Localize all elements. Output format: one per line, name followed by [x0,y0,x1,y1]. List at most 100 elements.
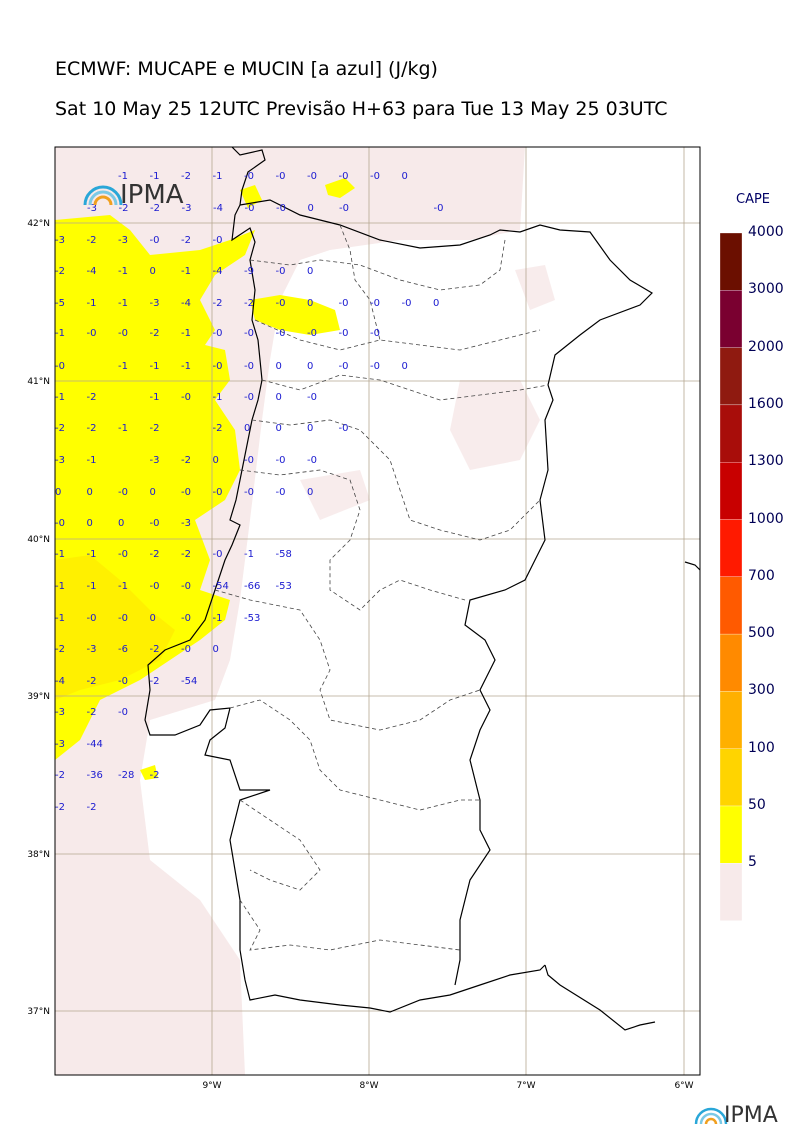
latitude-label: 38°N [27,850,50,860]
mucin-value: -2 [244,298,254,309]
mucin-value: 0 [244,423,250,434]
ipma-logo: IPMA [83,180,184,210]
mucin-value: -2 [181,171,191,182]
latitude-label: 42°N [27,219,50,229]
mucin-value: -0 [150,518,160,529]
mucin-value: -0 [434,203,444,214]
colorbar-tick-label: 1000 [748,510,784,527]
mucin-value: -0 [307,455,317,466]
colorbar-swatch [719,404,743,463]
mucin-value: -4 [87,266,97,277]
mucin-value: -2 [181,235,191,246]
mucin-value: -0 [118,549,128,560]
mucin-value: -1 [181,361,191,372]
longitude-labels: 9°W 8°W 7°W 6°W [202,1081,693,1091]
colorbar-tick-label: 4000 [748,224,784,240]
mucin-value: -0 [244,455,254,466]
mucin-value: -0 [276,171,286,182]
mucin-value: -1 [150,392,160,403]
mucin-value: -53 [276,581,292,592]
mucin-value: -54 [213,581,229,592]
mucin-value: -0 [213,361,223,372]
mucin-value: -2 [150,676,160,687]
district-boundaries [214,224,549,951]
mucin-value: -0 [339,423,349,434]
colorbar-swatch [719,347,743,406]
mucin-value: -2 [87,707,97,718]
mucin-value: -3 [181,518,191,529]
mucin-value: -1 [55,549,65,560]
mucin-value: -6 [118,644,128,655]
mucin-value: -2 [55,802,65,813]
mucin-value: -3 [55,739,65,750]
mucin-value: 0 [308,203,314,214]
mucin-value: 0 [276,392,282,403]
mucin-value: -2 [213,423,223,434]
ipma-logo-text: IPMA [120,180,184,210]
mucin-value: -1 [181,266,191,277]
mucin-value: -2 [87,802,97,813]
colorbar-swatch [719,290,743,348]
graticule [55,147,700,1075]
mucin-value: -0 [370,171,380,182]
mucin-value: -9 [244,266,254,277]
ipma-footer-text: IPMA [724,1103,778,1128]
mucin-value: 0 [150,613,156,624]
mucin-value: -4 [181,298,191,309]
mucin-value: -1 [55,392,65,403]
latitude-labels: 42°N 41°N 40°N 39°N 38°N 37°N [27,219,50,1017]
colorbar-swatch [719,232,743,291]
mucin-value: -1 [118,266,128,277]
mucin-value: -4 [55,676,65,687]
mucin-value: -2 [181,549,191,560]
latitude-label: 41°N [27,377,50,387]
mucin-value: 0 [87,518,93,529]
mucin-value: -4 [213,266,223,277]
mucin-value: -1 [181,328,191,339]
mucin-value: -3 [150,455,160,466]
mucin-value: -2 [150,644,160,655]
mucin-value: -0 [370,361,380,372]
mucin-value: -3 [87,203,97,214]
colorbar-swatch [719,748,743,807]
mucin-value: -0 [213,487,223,498]
mucin-value: -0 [339,298,349,309]
colorbar-swatch [719,576,743,635]
mucin-value: -3 [55,455,65,466]
mucin-value: -0 [276,455,286,466]
mucin-value: -1 [87,581,97,592]
mucin-value: -2 [150,328,160,339]
mucin-value: -0 [370,328,380,339]
mucin-value: -1 [87,455,97,466]
mucin-value: -1 [55,613,65,624]
mucin-value: -0 [213,235,223,246]
mucin-value: -0 [276,328,286,339]
mucin-value: -0 [402,298,412,309]
mucin-value: -1 [244,549,254,560]
mucin-value: 0 [402,171,408,182]
mucin-value: 0 [118,518,124,529]
mucin-value: -0 [307,392,317,403]
mucin-value: -0 [276,203,286,214]
mucin-value: 0 [307,298,313,309]
mucin-value: -0 [55,518,65,529]
mucin-value: -0 [181,613,191,624]
mucin-value: -2 [150,203,160,214]
mucin-value: -1 [55,328,65,339]
colorbar-tick-label: 2000 [748,338,784,355]
mucin-value: -1 [150,361,160,372]
mucin-value: 0 [402,361,408,372]
mucin-value: -0 [181,644,191,655]
cape-moderate-area [55,215,255,760]
mucin-value: -0 [370,298,380,309]
mucin-value: -0 [307,328,317,339]
mucin-value: -3 [55,707,65,718]
mucin-value: -2 [87,235,97,246]
map-title: ECMWF: MUCAPE e MUCIN [a azul] (J/kg) [55,58,438,80]
mucin-value: 0 [307,361,313,372]
mucin-value: 0 [307,423,313,434]
mucin-value: 0 [213,644,219,655]
mucin-value: -0 [55,361,65,372]
mucin-value: -0 [181,392,191,403]
